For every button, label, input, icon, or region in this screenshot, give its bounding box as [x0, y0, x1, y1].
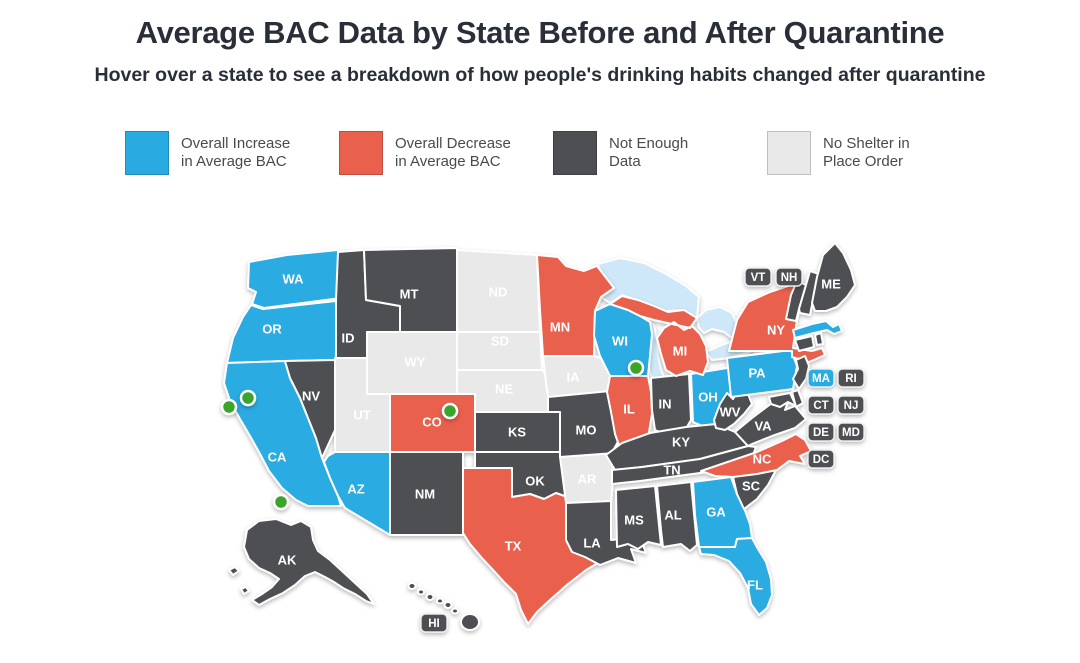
badge-MA[interactable]: MA — [807, 368, 835, 388]
state-KS[interactable] — [474, 411, 561, 453]
state-RI[interactable] — [814, 332, 824, 346]
island[interactable] — [443, 601, 453, 609]
legend-swatch-decrease — [339, 131, 383, 175]
badge-rect-RI[interactable] — [837, 368, 865, 388]
badge-NH[interactable]: NH — [775, 267, 803, 287]
legend-swatch-noshelter — [767, 131, 811, 175]
state-OR[interactable] — [226, 300, 337, 364]
state-MS[interactable] — [615, 485, 662, 550]
badge-rect-DE[interactable] — [807, 422, 835, 442]
state-MD[interactable] — [768, 392, 797, 408]
island[interactable] — [436, 597, 444, 605]
state-MI[interactable] — [609, 295, 709, 377]
island[interactable] — [460, 613, 480, 631]
state-CO[interactable] — [389, 393, 476, 453]
marker-dot[interactable] — [272, 493, 290, 511]
island[interactable] — [451, 607, 459, 615]
state-FL[interactable] — [698, 537, 773, 616]
state-ND[interactable] — [456, 249, 541, 333]
state-WV[interactable] — [713, 388, 753, 431]
state-CT[interactable] — [794, 335, 815, 352]
badge-rect-CT[interactable] — [807, 395, 835, 415]
marker-dot[interactable] — [239, 389, 257, 407]
state-WA[interactable] — [247, 249, 342, 309]
legend-label-nodata: Not Enough Data — [609, 134, 689, 170]
marker-dot[interactable] — [627, 359, 645, 377]
badge-rect-DC[interactable] — [807, 449, 835, 469]
legend-label-decrease: Overall Decrease in Average BAC — [395, 134, 511, 170]
badge-MD[interactable]: MD — [837, 422, 865, 442]
island[interactable] — [425, 593, 435, 601]
state-AK[interactable] — [228, 518, 375, 606]
marker-dot[interactable] — [220, 398, 238, 416]
badge-HI[interactable]: HI — [420, 613, 448, 633]
badge-rect-HI[interactable] — [420, 613, 448, 633]
state-NJ[interactable] — [792, 355, 810, 390]
island[interactable] — [417, 588, 425, 596]
state-PA[interactable] — [726, 349, 798, 398]
badge-RI[interactable]: RI — [837, 368, 865, 388]
header: Average BAC Data by State Before and Aft… — [0, 0, 1080, 87]
page-subtitle: Hover over a state to see a breakdown of… — [94, 64, 986, 86]
badge-rect-VT[interactable] — [744, 267, 772, 287]
legend-item-nodata: Not Enough Data — [553, 131, 741, 175]
state-ME[interactable] — [811, 242, 856, 312]
badge-DE[interactable]: DE — [807, 422, 835, 442]
legend: Overall Increase in Average BAC Overall … — [0, 131, 1080, 175]
badge-NJ[interactable]: NJ — [837, 395, 865, 415]
state-WY[interactable] — [366, 331, 458, 395]
badge-rect-MD[interactable] — [837, 422, 865, 442]
legend-item-increase: Overall Increase in Average BAC — [125, 131, 313, 175]
state-HI[interactable] — [407, 582, 480, 631]
badge-DC[interactable]: DC — [807, 449, 835, 469]
legend-item-noshelter: No Shelter in Place Order — [767, 131, 955, 175]
badge-VT[interactable]: VT — [744, 267, 772, 287]
legend-label-noshelter: No Shelter in Place Order — [823, 134, 910, 170]
lake — [696, 306, 738, 339]
state-LA[interactable] — [565, 500, 647, 566]
legend-label-increase: Overall Increase in Average BAC — [181, 134, 291, 170]
island[interactable] — [407, 582, 417, 590]
page-title: Average BAC Data by State Before and Aft… — [135, 15, 945, 50]
state-NM[interactable] — [389, 451, 464, 536]
badge-rect-NJ[interactable] — [837, 395, 865, 415]
legend-item-decrease: Overall Decrease in Average BAC — [339, 131, 527, 175]
state-NC[interactable] — [700, 433, 812, 478]
state-AR[interactable] — [559, 452, 616, 504]
badge-rect-MA[interactable] — [807, 368, 835, 388]
legend-swatch-increase — [125, 131, 169, 175]
badge-CT[interactable]: CT — [807, 395, 835, 415]
state-MN[interactable] — [536, 254, 615, 357]
state-SD[interactable] — [456, 331, 543, 371]
legend-swatch-nodata — [553, 131, 597, 175]
badge-rect-NH[interactable] — [775, 267, 803, 287]
marker-dot[interactable] — [441, 402, 459, 420]
state-AL[interactable] — [656, 481, 698, 552]
state-MA[interactable] — [792, 320, 843, 339]
